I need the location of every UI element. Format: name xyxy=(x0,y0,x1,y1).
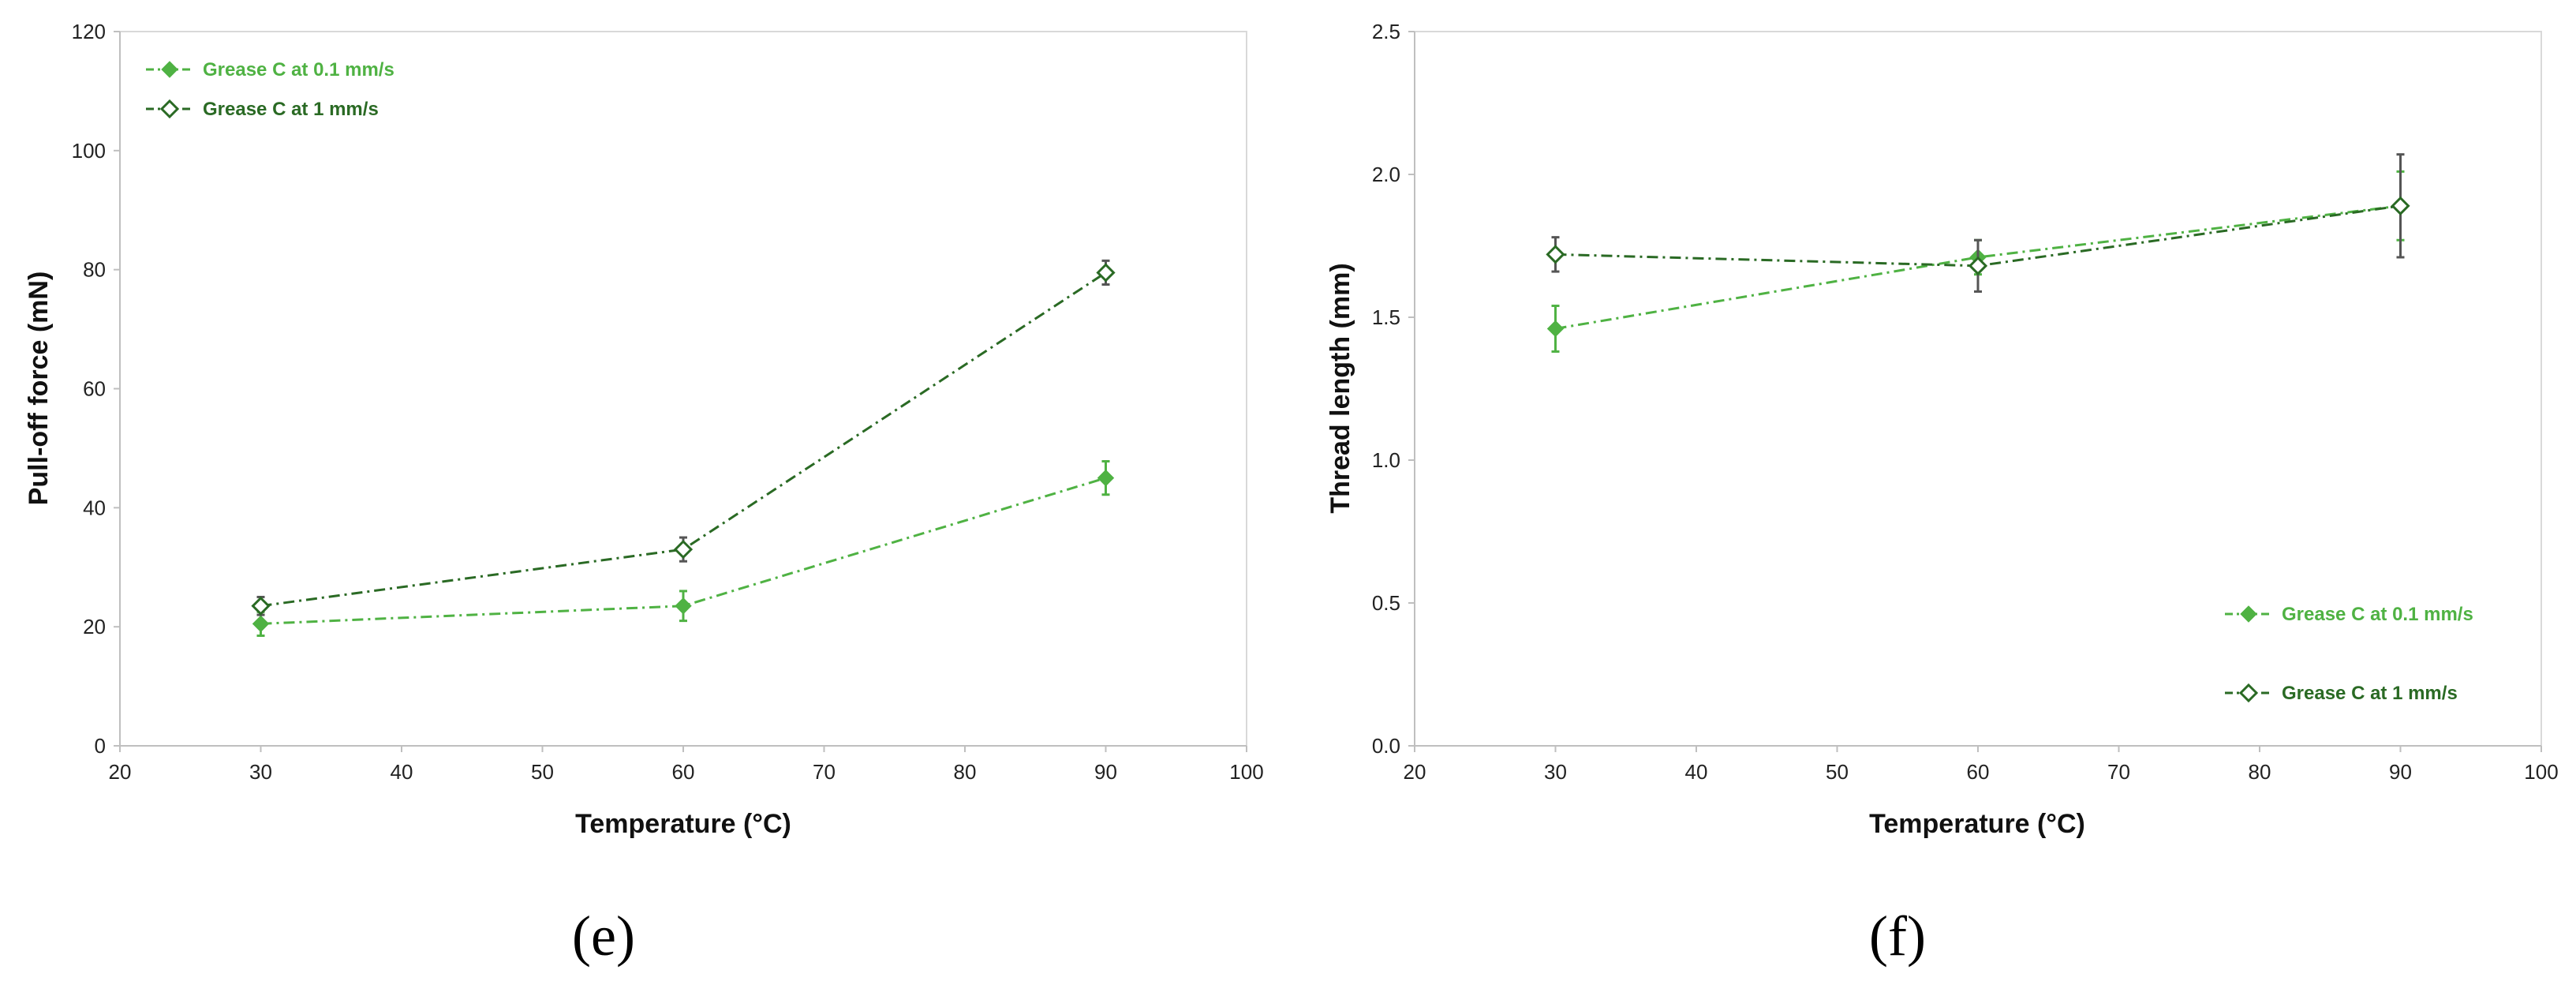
data-point-filled-diamond xyxy=(161,61,178,78)
y-tick-label: 0.5 xyxy=(1372,591,1400,615)
panel-label-e: (e) xyxy=(572,904,635,968)
x-tick-label: 30 xyxy=(1544,760,1567,784)
x-tick-label: 70 xyxy=(813,760,836,784)
data-point-open-diamond xyxy=(251,596,271,616)
x-tick-label: 60 xyxy=(672,760,695,784)
data-point-open-diamond xyxy=(2391,196,2410,215)
legend-label: Grease C at 0.1 mm/s xyxy=(203,59,394,81)
data-point-filled-diamond xyxy=(675,597,692,615)
data-point-filled-diamond xyxy=(1546,320,1565,338)
x-axis-title: Temperature (°C) xyxy=(575,809,791,839)
data-point-filled-diamond xyxy=(1097,469,1115,487)
x-tick-label: 90 xyxy=(1094,760,1117,784)
plot-area xyxy=(251,259,1116,637)
x-tick-label: 40 xyxy=(391,760,413,784)
panel-label-f: (f) xyxy=(1869,904,1926,968)
x-tick-label: 40 xyxy=(1685,760,1708,784)
y-tick-label: 40 xyxy=(83,496,106,519)
y-tick-label: 100 xyxy=(72,139,106,163)
data-point-filled-diamond xyxy=(252,615,270,633)
legend: Grease C at 0.1 mm/s Grease C at 1 mm/s xyxy=(146,59,394,120)
y-tick-label: 1.5 xyxy=(1372,305,1400,329)
x-tick-label: 70 xyxy=(2107,760,2130,784)
y-axis-title: Thread length (mm) xyxy=(1325,263,1355,513)
legend-label: Grease C at 1 mm/s xyxy=(2282,683,2458,704)
axes xyxy=(114,31,1247,752)
legend-entry: Grease C at 0.1 mm/s xyxy=(2225,604,2473,625)
x-tick-label: 90 xyxy=(2389,760,2412,784)
x-tick-label: 60 xyxy=(1967,760,1990,784)
x-tick-label: 20 xyxy=(109,760,132,784)
chart-panel-f: 20 30 40 50 60 70 80 90 100 0.0 0.5 1.0 1.5 2.0 2.5 G… xyxy=(1325,20,2559,968)
data-point-open-diamond xyxy=(1546,245,1565,264)
x-tick-label: 50 xyxy=(531,760,554,784)
y-tick-label: 20 xyxy=(83,615,106,638)
legend-entry: Grease C at 1 mm/s xyxy=(146,99,379,120)
legend-label: Grease C at 1 mm/s xyxy=(203,99,379,120)
data-point-filled-diamond xyxy=(2240,605,2257,623)
y-tick-labels: 0 20 40 60 80 100 120 xyxy=(72,20,106,758)
data-point-open-diamond xyxy=(2238,683,2259,703)
series-grease-c-0-1 xyxy=(252,460,1115,637)
data-point-open-diamond xyxy=(1096,263,1116,283)
x-tick-label: 100 xyxy=(1229,760,1263,784)
legend-entry: Grease C at 1 mm/s xyxy=(2225,683,2458,704)
legend: Grease C at 0.1 mm/s Grease C at 1 mm/s xyxy=(2225,604,2473,704)
data-point-open-diamond xyxy=(159,99,180,119)
x-tick-label: 30 xyxy=(249,760,272,784)
x-tick-labels: 20 30 40 50 60 70 80 90 100 xyxy=(1404,760,2559,784)
series-line xyxy=(260,271,1107,608)
x-tick-label: 100 xyxy=(2524,760,2558,784)
y-tick-label: 0 xyxy=(95,734,106,758)
y-tick-labels: 0.0 0.5 1.0 1.5 2.0 2.5 xyxy=(1372,20,1400,758)
y-tick-label: 80 xyxy=(83,258,106,282)
y-tick-label: 1.0 xyxy=(1372,448,1400,472)
x-tick-label: 20 xyxy=(1404,760,1426,784)
y-tick-label: 120 xyxy=(72,20,106,43)
x-tick-label: 50 xyxy=(1826,760,1849,784)
data-point-open-diamond xyxy=(1968,256,1988,275)
y-tick-label: 0.0 xyxy=(1372,734,1400,758)
legend-label: Grease C at 0.1 mm/s xyxy=(2282,604,2473,625)
x-tick-label: 80 xyxy=(954,760,977,784)
y-tick-label: 2.0 xyxy=(1372,163,1400,186)
y-tick-label: 60 xyxy=(83,377,106,401)
series-grease-c-1 xyxy=(251,259,1116,616)
x-tick-labels: 20 30 40 50 60 70 80 90 100 xyxy=(109,760,1264,784)
x-tick-label: 80 xyxy=(2249,760,2271,784)
axes xyxy=(1408,31,2542,752)
data-point-open-diamond xyxy=(673,540,694,560)
plot-area xyxy=(1546,153,2410,353)
series-grease-c-1 xyxy=(1546,153,2410,293)
y-tick-label: 2.5 xyxy=(1372,20,1400,43)
y-axis-title: Pull-off force (mN) xyxy=(24,271,54,506)
x-axis-title: Temperature (°C) xyxy=(1869,809,2085,839)
legend-entry: Grease C at 0.1 mm/s xyxy=(146,59,394,81)
